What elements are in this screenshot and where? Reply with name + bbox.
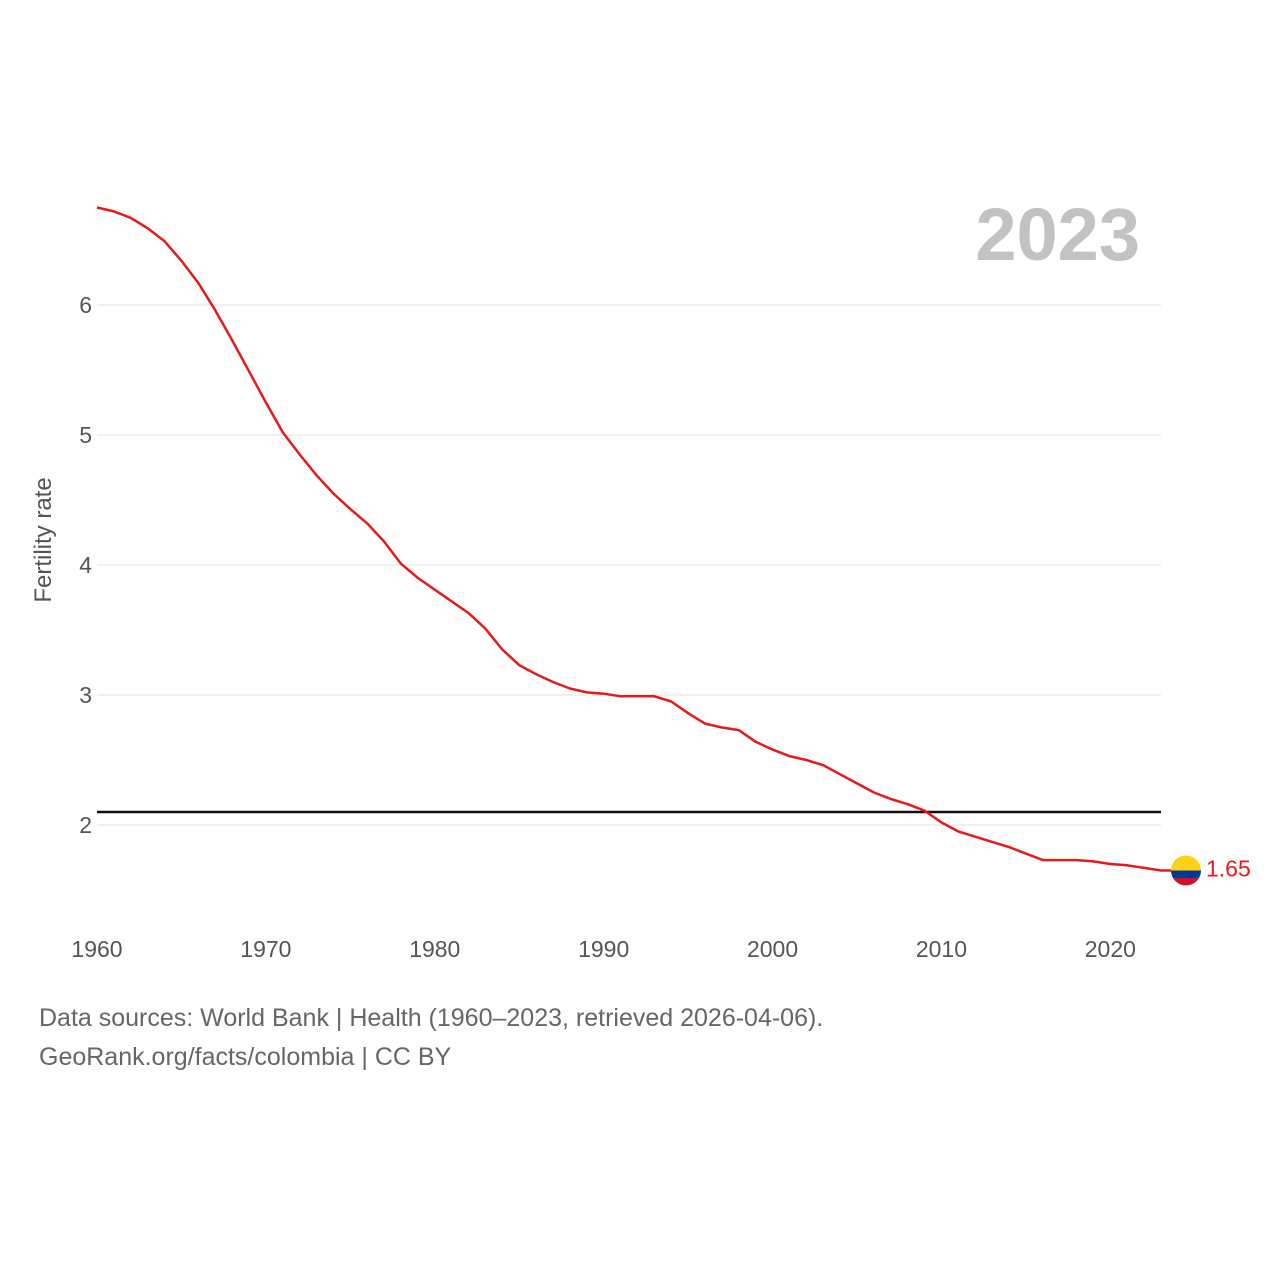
- y-tick-label: 2: [79, 812, 92, 838]
- gridlines: [97, 304, 1161, 826]
- colombia-flag-icon: [1171, 855, 1201, 886]
- end-value-label: 1.65: [1206, 856, 1251, 882]
- x-tick-label: 2020: [1085, 936, 1136, 962]
- x-tick-label: 1970: [240, 936, 291, 962]
- x-tick-label: 2010: [916, 936, 967, 962]
- y-tick-label: 3: [79, 682, 92, 708]
- x-axis-ticks: 1960 1970 1980 1990 2000 2010 2020: [71, 936, 1136, 962]
- x-tick-label: 1980: [409, 936, 460, 962]
- data-sources-note: Data sources: World Bank | Health (1960–…: [39, 1004, 824, 1032]
- y-tick-label: 6: [79, 292, 92, 318]
- x-tick-label: 1990: [578, 936, 629, 962]
- y-tick-label: 4: [79, 552, 92, 578]
- fertility-rate-series-line: [96, 206, 1171, 872]
- year-label: 2023: [975, 193, 1140, 276]
- x-tick-label: 1960: [71, 936, 122, 962]
- credit-link[interactable]: GeoRank.org/facts/colombia | CC BY: [39, 1043, 452, 1071]
- x-tick-label: 2000: [747, 936, 798, 962]
- y-tick-label: 5: [79, 422, 92, 448]
- fertility-rate-chart: 2 3 4 5 6 1960 1970 1980 1990 2000 2010 2020 Ferti…: [30, 193, 1251, 962]
- y-axis-label: Fertility rate: [30, 477, 57, 602]
- y-axis-ticks: 2 3 4 5 6: [79, 292, 92, 838]
